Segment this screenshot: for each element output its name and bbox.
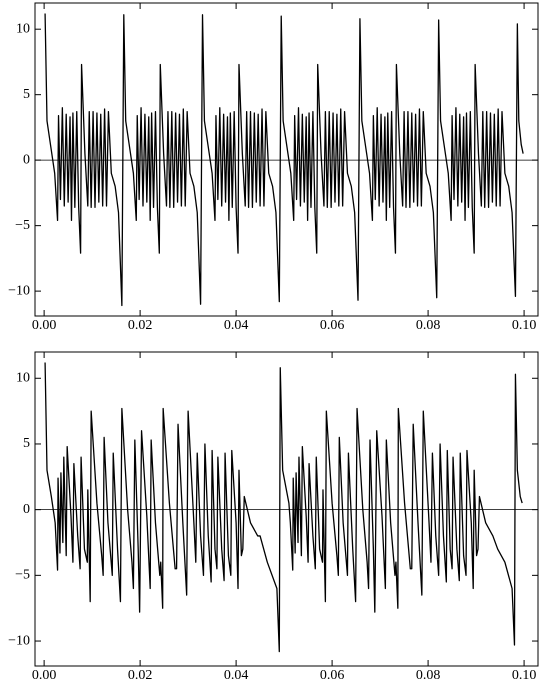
x-tick-label: 0.02	[128, 318, 153, 333]
y-tick-label: −5	[15, 568, 30, 583]
plot-frame	[34, 2, 539, 317]
chart: 0.00 0.02 0.04 0.06 0.08 0.10 −10 −5 0 5 10	[8, 2, 539, 333]
x-tick-label: 0.08	[416, 668, 441, 683]
x-tick-label: 0.10	[512, 668, 537, 683]
x-tick-label: 0.10	[512, 318, 537, 333]
x-tick-label: 0.00	[32, 668, 57, 683]
x-tick-label: 0.06	[320, 318, 345, 333]
x-tick-label: 0.06	[320, 668, 345, 683]
signal-line	[44, 13, 524, 307]
y-tick-label: −10	[8, 633, 30, 648]
x-tick-label: 0.08	[416, 318, 441, 333]
y-tick-label: −5	[15, 218, 30, 233]
signal-line	[44, 362, 523, 653]
x-tick-label: 0.00	[32, 318, 57, 333]
y-tick-label: 10	[16, 21, 30, 36]
y-tick-label: 0	[23, 152, 30, 167]
y-tick-label: 0	[23, 502, 30, 517]
y-tick-label: 10	[16, 370, 30, 385]
x-tick-label: 0.04	[224, 318, 249, 333]
y-tick-label: −10	[8, 283, 30, 298]
plot-frame	[34, 351, 539, 667]
chart: 0.00 0.02 0.04 0.06 0.08 0.10 −10 −5 0 5 10	[8, 351, 539, 683]
x-tick-label: 0.04	[224, 668, 249, 683]
y-tick-label: 5	[23, 436, 30, 451]
x-tick-label: 0.02	[128, 668, 153, 683]
y-tick-label: 5	[23, 87, 30, 102]
